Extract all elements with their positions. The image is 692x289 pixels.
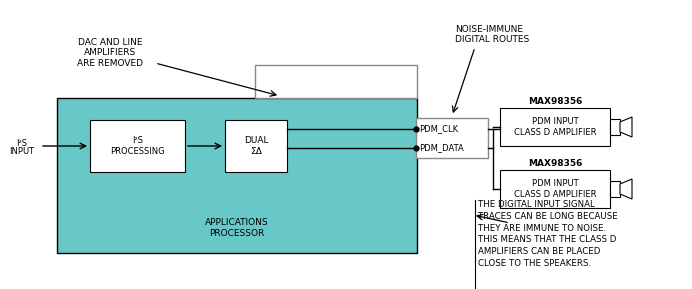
Text: INPUT: INPUT bbox=[10, 147, 35, 155]
Bar bbox=[500, 108, 610, 146]
Text: PDM INPUT
CLASS D AMPLIFIER: PDM INPUT CLASS D AMPLIFIER bbox=[513, 179, 597, 199]
Text: PDM_CLK: PDM_CLK bbox=[419, 125, 458, 134]
Polygon shape bbox=[620, 179, 632, 199]
Text: I²S
PROCESSING: I²S PROCESSING bbox=[110, 136, 165, 156]
Bar bbox=[225, 120, 287, 172]
Text: THE DIGITAL INPUT SIGNAL
TRACES CAN BE LONG BECAUSE
THEY ARE IMMUNE TO NOISE.
TH: THE DIGITAL INPUT SIGNAL TRACES CAN BE L… bbox=[478, 200, 618, 268]
Text: MAX98356: MAX98356 bbox=[528, 158, 582, 168]
Text: PDM INPUT
CLASS D AMPLIFIER: PDM INPUT CLASS D AMPLIFIER bbox=[513, 117, 597, 137]
Text: APPLICATIONS
PROCESSOR: APPLICATIONS PROCESSOR bbox=[206, 218, 268, 238]
Text: DUAL
ΣΔ: DUAL ΣΔ bbox=[244, 136, 268, 156]
Text: MAX98356: MAX98356 bbox=[528, 97, 582, 105]
Bar bbox=[57, 98, 417, 253]
Bar bbox=[416, 118, 488, 158]
Text: NOISE-IMMUNE
DIGITAL ROUTES: NOISE-IMMUNE DIGITAL ROUTES bbox=[455, 25, 529, 45]
Text: I²S: I²S bbox=[17, 138, 28, 147]
Bar bbox=[255, 65, 417, 98]
Bar bbox=[610, 181, 620, 197]
Text: DAC AND LINE
AMPLIFIERS
ARE REMOVED: DAC AND LINE AMPLIFIERS ARE REMOVED bbox=[77, 38, 143, 68]
Bar bbox=[90, 120, 185, 172]
Polygon shape bbox=[620, 117, 632, 137]
Bar bbox=[610, 119, 620, 135]
Text: PDM_DATA: PDM_DATA bbox=[419, 144, 464, 153]
Bar bbox=[500, 170, 610, 208]
